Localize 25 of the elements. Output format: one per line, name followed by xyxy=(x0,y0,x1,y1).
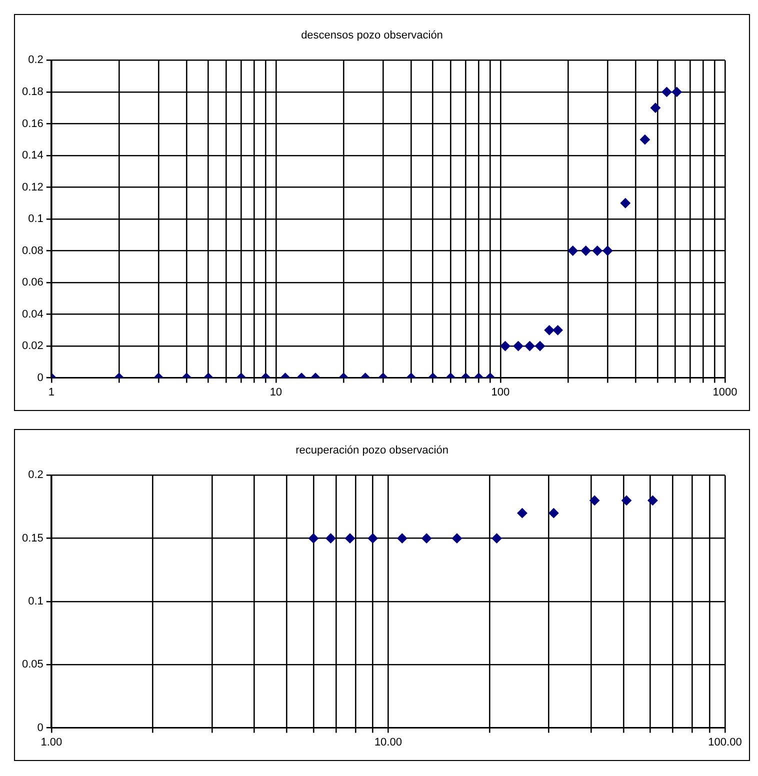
y-tick-label: 0.1 xyxy=(28,213,44,226)
x-tick-label: 1.00 xyxy=(40,736,62,748)
y-tick-label: 0.2 xyxy=(28,469,44,482)
x-tick-label: 10.00 xyxy=(374,736,402,748)
y-tick-label: 0.1 xyxy=(28,596,44,608)
y-tick-label: 0 xyxy=(37,372,44,384)
y-tick-label: 0.04 xyxy=(22,308,44,320)
y-tick-label: 0.2 xyxy=(28,54,44,66)
x-tick-label: 10 xyxy=(270,386,282,398)
y-tick-label: 0.14 xyxy=(22,150,44,162)
chart-title: recuperación pozo observación xyxy=(296,444,448,457)
chart-title: descensos pozo observación xyxy=(301,30,443,42)
y-tick-label: 0.16 xyxy=(22,118,44,130)
x-tick-label: 100 xyxy=(491,386,510,398)
y-tick-label: 0.12 xyxy=(22,181,44,194)
x-tick-label: 1 xyxy=(48,386,54,398)
y-tick-label: 0 xyxy=(37,722,44,734)
x-tick-label: 100.00 xyxy=(708,736,742,748)
x-tick-label: 1000 xyxy=(712,386,738,398)
y-tick-label: 0.18 xyxy=(22,86,44,98)
y-tick-label: 0.05 xyxy=(22,658,44,671)
y-tick-label: 0.06 xyxy=(22,276,44,289)
y-tick-label: 0.15 xyxy=(22,532,44,544)
y-tick-label: 0.02 xyxy=(22,340,44,352)
y-tick-label: 0.08 xyxy=(22,244,44,257)
